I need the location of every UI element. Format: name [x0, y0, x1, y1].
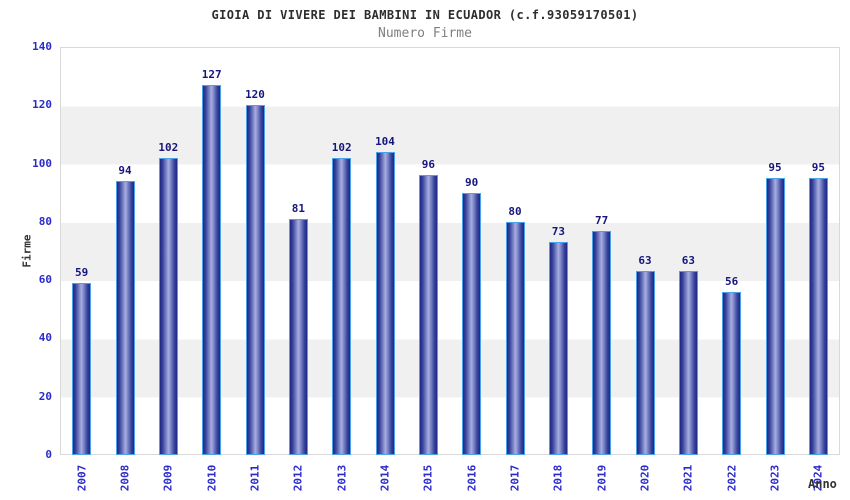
bar-2012	[288, 218, 308, 455]
y-tick-label-60: 60	[38, 273, 52, 287]
y-tick-label-20: 20	[38, 389, 52, 403]
bar-2016	[462, 192, 482, 455]
x-tick-label-2021: 2021	[681, 464, 695, 492]
x-tick-label-2013: 2013	[335, 464, 349, 492]
bar-value-label-2024: 95	[811, 161, 825, 175]
bar-2010	[202, 84, 222, 455]
x-tick-label-2012: 2012	[291, 464, 305, 492]
bar-value-label-2010: 127	[201, 67, 222, 81]
bar-value-label-2009: 102	[158, 140, 179, 154]
bar-2023	[765, 178, 785, 455]
bar-2018	[548, 242, 568, 455]
bar-value-label-2007: 59	[75, 266, 89, 280]
chart-subtitle: Numero Firme	[378, 26, 472, 41]
x-tick-label-2008: 2008	[118, 464, 132, 492]
bar-value-label-2014: 104	[375, 134, 395, 148]
bar-value-label-2023: 95	[768, 161, 782, 175]
bar-2019	[592, 230, 612, 455]
bar-2009	[158, 157, 178, 455]
x-tick-label-2023: 2023	[768, 464, 782, 492]
bar-value-label-2018: 73	[551, 225, 565, 239]
bar-2011	[245, 105, 265, 455]
y-tick-label-100: 100	[32, 156, 52, 170]
bar-2017	[505, 221, 525, 455]
x-tick-label-2015: 2015	[421, 464, 435, 492]
bar-value-label-2021: 63	[681, 254, 695, 268]
bar-value-label-2020: 63	[638, 254, 652, 268]
y-tick-label-120: 120	[32, 98, 52, 112]
bar-2008	[115, 181, 135, 455]
chart-title: GIOIA DI VIVERE DEI BAMBINI IN ECUADOR (…	[211, 8, 639, 22]
bar-value-label-2016: 90	[465, 175, 479, 189]
x-tick-label-2011: 2011	[248, 464, 262, 492]
x-tick-label-2022: 2022	[725, 464, 739, 492]
bar-2007	[72, 283, 92, 455]
bar-value-label-2015: 96	[421, 158, 435, 172]
x-tick-label-2009: 2009	[161, 464, 175, 492]
x-tick-label-2014: 2014	[378, 464, 392, 492]
bar-value-label-2017: 80	[508, 204, 522, 218]
bar-2022	[722, 291, 742, 455]
x-tick-label-2020: 2020	[638, 464, 652, 492]
y-tick-label-140: 140	[32, 40, 52, 53]
x-tick-label-2018: 2018	[551, 464, 565, 492]
bar-2015	[418, 175, 438, 455]
bar-2013	[332, 157, 352, 455]
plot-area	[60, 47, 840, 455]
bar-value-label-2013: 102	[331, 140, 352, 154]
y-tick-label-80: 80	[38, 214, 52, 228]
bar-value-label-2008: 94	[118, 164, 132, 178]
bar-value-label-2019: 77	[595, 213, 609, 227]
bar-value-label-2022: 56	[725, 274, 739, 288]
y-tick-label-40: 40	[38, 331, 52, 345]
bar-2014	[375, 151, 395, 455]
x-tick-label-2010: 2010	[205, 464, 219, 492]
bar-2024	[808, 178, 828, 455]
bar-value-label-2011: 120	[245, 88, 265, 102]
x-tick-label-2019: 2019	[595, 464, 609, 492]
bar-2021	[678, 271, 698, 455]
y-tick-label-0: 0	[45, 448, 52, 461]
x-tick-label-2007: 2007	[75, 464, 89, 492]
x-axis-title: Anno	[808, 477, 837, 491]
bar-value-label-2012: 81	[291, 201, 305, 215]
bar-2020	[635, 271, 655, 455]
x-tick-label-2016: 2016	[465, 464, 479, 492]
x-tick-label-2017: 2017	[508, 464, 522, 492]
y-axis-title: Firme	[20, 234, 34, 268]
